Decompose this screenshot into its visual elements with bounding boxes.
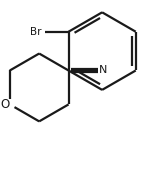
Text: Br: Br [30,27,42,37]
Text: O: O [0,98,10,111]
Text: N: N [99,66,107,76]
